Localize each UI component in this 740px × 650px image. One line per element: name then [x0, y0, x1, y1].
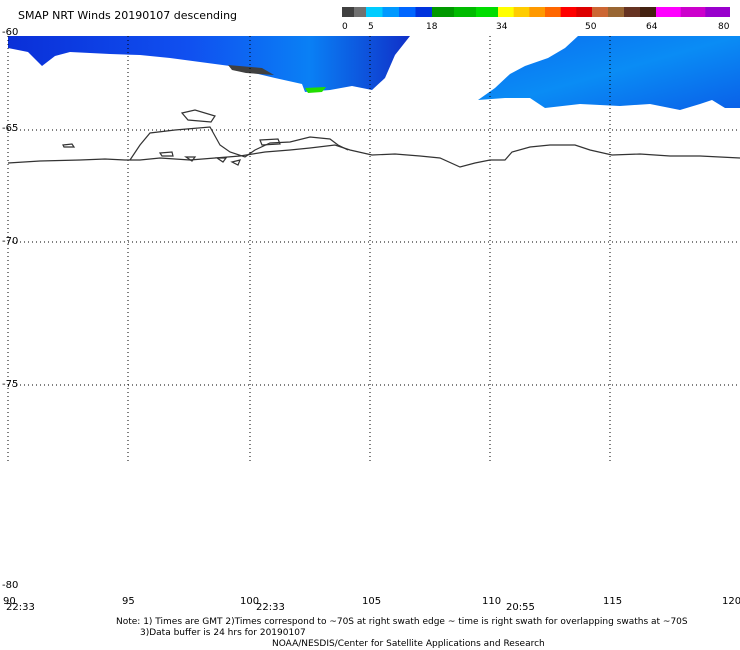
colorbar-label: 64: [646, 22, 658, 32]
wind-speed-colorbar: [342, 7, 730, 17]
time-label-2: 22:33: [256, 602, 285, 613]
colorbar-label: 0: [342, 22, 348, 32]
colorbar-segment: [354, 7, 367, 17]
colorbar-segment: [560, 7, 577, 17]
map-title: SMAP NRT Winds 20190107 descending: [18, 9, 238, 22]
wind-swath-left: [8, 36, 410, 92]
colorbar-segment: [529, 7, 546, 17]
colorbar-label: 18: [426, 22, 438, 32]
note-line-1: Note: 1) Times are GMT 2)Times correspon…: [116, 617, 688, 627]
lat-label-75: -75: [2, 379, 19, 390]
colorbar-segment: [576, 7, 593, 17]
colorbar-segment: [608, 7, 625, 17]
lat-label-60: -60: [2, 27, 19, 38]
colorbar-segment: [513, 7, 530, 17]
lon-label-95: 95: [122, 596, 135, 607]
lon-label-120: 120: [722, 596, 740, 607]
time-label-3: 20:55: [506, 602, 535, 613]
wind-swath-low-wind: [228, 65, 274, 75]
note-line-3: NOAA/NESDIS/Center for Satellite Applica…: [272, 639, 545, 649]
colorbar-segment: [545, 7, 562, 17]
colorbar-segment: [454, 7, 477, 17]
colorbar-label: 80: [718, 22, 730, 32]
colorbar-segment: [592, 7, 609, 17]
time-label-1: 22:33: [6, 602, 35, 613]
colorbar-segment: [705, 7, 730, 17]
colorbar-segment: [415, 7, 433, 17]
lon-label-90: 90: [3, 596, 16, 607]
coastline: [7, 109, 740, 168]
colorbar-segment: [624, 7, 641, 17]
lat-label-80: -80: [2, 580, 19, 591]
colorbar-segment: [476, 7, 499, 17]
graticule: [8, 36, 740, 464]
colorbar-label: 5: [368, 22, 374, 32]
wind-swath-right: [478, 36, 740, 110]
colorbar-label: 34: [496, 22, 508, 32]
colorbar-label: 50: [585, 22, 597, 32]
lat-label-70: -70: [2, 236, 19, 247]
wind-swath-moderate-wind: [305, 87, 326, 93]
colorbar-segment: [656, 7, 682, 17]
lon-label-115: 115: [603, 596, 623, 607]
lat-label-65: -65: [2, 123, 19, 134]
colorbar-segment: [399, 7, 416, 17]
colorbar-segment: [680, 7, 706, 17]
colorbar-segment: [640, 7, 657, 17]
colorbar-segment: [498, 7, 515, 17]
note-line-2: 3)Data buffer is 24 hrs for 20190107: [140, 628, 306, 638]
lon-label-105: 105: [362, 596, 382, 607]
lon-label-100: 100: [240, 596, 260, 607]
colorbar-segment: [366, 7, 383, 17]
colorbar-segment: [382, 7, 400, 17]
colorbar-segment: [432, 7, 455, 17]
colorbar-segment: [342, 7, 355, 17]
lon-label-110: 110: [482, 596, 502, 607]
